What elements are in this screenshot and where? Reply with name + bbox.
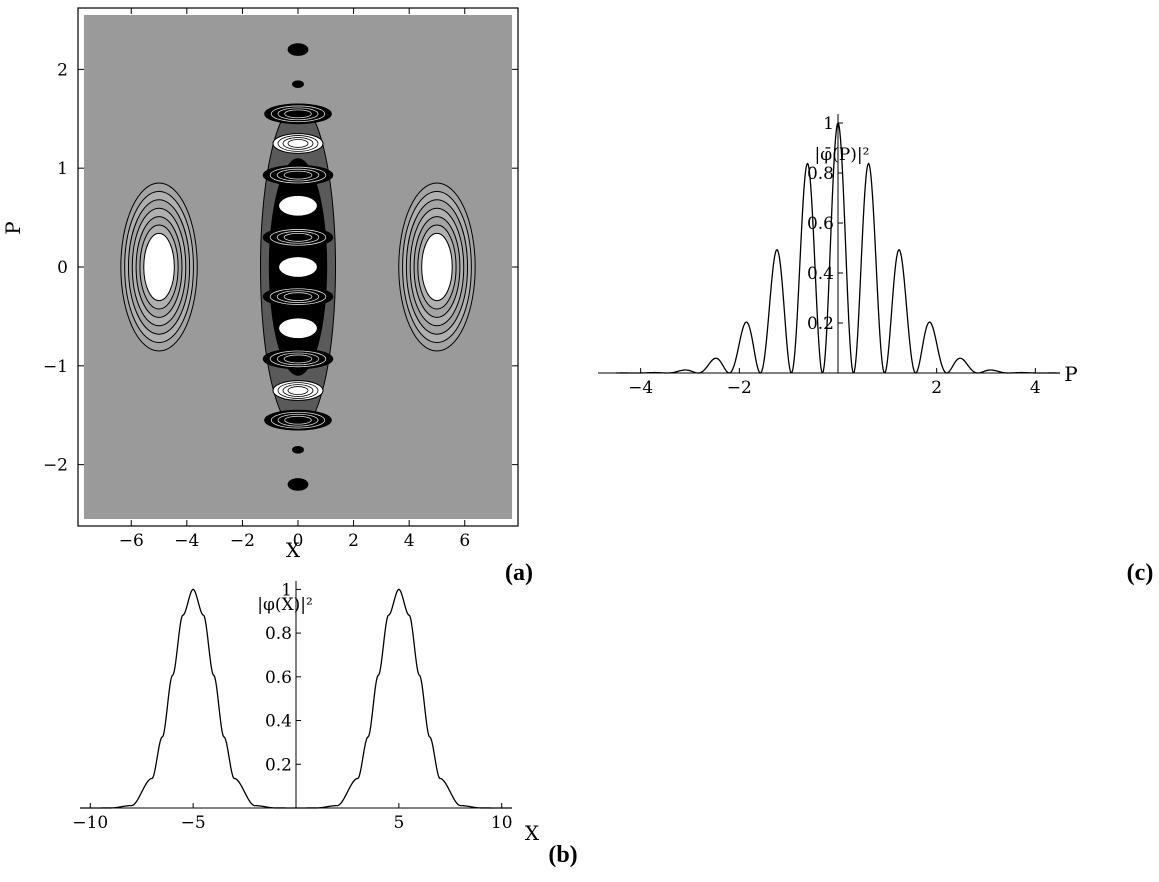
position-distribution-curve: [80, 588, 512, 809]
y-tick-label: 0.6: [265, 668, 292, 688]
fringe-contour: [283, 170, 313, 180]
y-tick-label: 0.4: [265, 712, 292, 732]
momentum-distribution-curve: [616, 121, 1060, 374]
fringe-blob: [262, 286, 334, 308]
fringe-blob: [262, 164, 334, 186]
x-tick-label: −4: [628, 378, 653, 398]
fringe-contour: [282, 137, 314, 150]
fringe-contour: [284, 415, 312, 425]
contour-x-axis-label: X: [286, 538, 301, 562]
fringe-contour: [276, 290, 320, 303]
x-tick-label: −4: [174, 531, 199, 551]
fringe-contour: [277, 107, 319, 121]
fringe-contour: [270, 411, 326, 429]
fringe-contour: [283, 232, 313, 242]
x-tick-label: −2: [727, 378, 752, 398]
edge-blob: [292, 445, 304, 454]
fringe-contour: [269, 166, 327, 184]
bright-ellipse: [279, 257, 317, 277]
fringe-blob: [272, 133, 324, 154]
contour-y-axis-label: P: [1, 221, 25, 234]
contour-lobe: [398, 182, 476, 352]
fringe-blob: [264, 103, 332, 125]
fringe-contour: [269, 229, 327, 246]
y-tick-label: −1: [43, 357, 68, 377]
fringe-blob: [264, 409, 332, 431]
x-tick-label: 4: [404, 531, 415, 551]
fringe-contour: [282, 384, 314, 397]
fringe-contour: [277, 413, 319, 427]
x-tick-label: −5: [181, 813, 206, 833]
fringe-contour: [276, 168, 320, 182]
fringe-blob: [262, 348, 334, 370]
x-tick-label: 4: [1030, 378, 1041, 398]
fringe-contour: [269, 288, 327, 305]
y-tick-label: 1: [281, 580, 292, 600]
y-tick-label: 0.8: [265, 624, 292, 644]
y-tick-label: 0.2: [807, 314, 834, 334]
line-plot-b: −10 −5 5 10 0.2 0.4 0.6 0.8 1 |φ(X)|² X: [72, 580, 540, 845]
momentum-y-axis-label: |φ̄(P)|²: [815, 145, 870, 165]
panel-label-a: (a): [505, 560, 533, 586]
y-tick-label: 1: [823, 114, 834, 134]
fringe-contour: [287, 386, 309, 395]
panel-label-b: (b): [548, 842, 577, 868]
fringe-contour: [269, 350, 327, 368]
x-tick-label: 6: [459, 531, 470, 551]
x-tick-label: 0: [293, 531, 304, 551]
contour-ring: [421, 232, 453, 302]
y-tick-label: 2: [57, 60, 68, 80]
fringe-contour: [277, 382, 319, 399]
contour-plot-a: −6 −4 −2 0 2 4 6 −2 −1 0 1 2 X P: [1, 7, 519, 562]
fringe-contour: [276, 231, 320, 244]
x-tick-label: 10: [491, 813, 513, 833]
fringe-contour: [283, 354, 313, 364]
y-tick-label: 0.2: [265, 755, 292, 775]
panel-label-c: (c): [1127, 560, 1154, 586]
position-x-axis-label: X: [525, 821, 540, 845]
bright-ellipse: [279, 195, 317, 216]
edge-blob: [292, 80, 304, 89]
edge-blob: [287, 43, 309, 56]
fringe-contour: [283, 292, 313, 302]
momentum-x-axis-label: P: [1064, 362, 1077, 386]
contour-lobe: [120, 182, 198, 352]
fringe-contour: [284, 109, 312, 119]
x-tick-label: 2: [348, 531, 359, 551]
y-tick-label: 0.8: [807, 164, 834, 184]
line-plot-c: −4 −2 2 4 0.2 0.4 0.6 0.8 1 |φ̄(P)|² P: [598, 114, 1078, 398]
fringe-contour: [277, 135, 319, 152]
fringe-blob: [272, 380, 324, 401]
contour-ring: [143, 232, 175, 302]
y-tick-label: 0: [57, 258, 68, 278]
y-tick-label: 0.4: [807, 264, 834, 284]
bright-ellipse: [279, 318, 317, 339]
x-tick-label: 2: [931, 378, 942, 398]
fringe-contour: [276, 352, 320, 366]
x-tick-label: −2: [230, 531, 255, 551]
fringe-blob: [262, 226, 334, 248]
position-y-axis-label: |φ(X)|²: [257, 595, 313, 615]
y-tick-label: 1: [57, 159, 68, 179]
edge-blob: [287, 478, 309, 491]
x-tick-label: −6: [119, 531, 144, 551]
y-tick-label: 0.6: [807, 214, 834, 234]
y-tick-label: −2: [43, 456, 68, 476]
fringe-contour: [270, 105, 326, 123]
x-tick-label: −10: [72, 813, 108, 833]
x-tick-label: 5: [393, 813, 404, 833]
fringe-contour: [287, 139, 309, 148]
